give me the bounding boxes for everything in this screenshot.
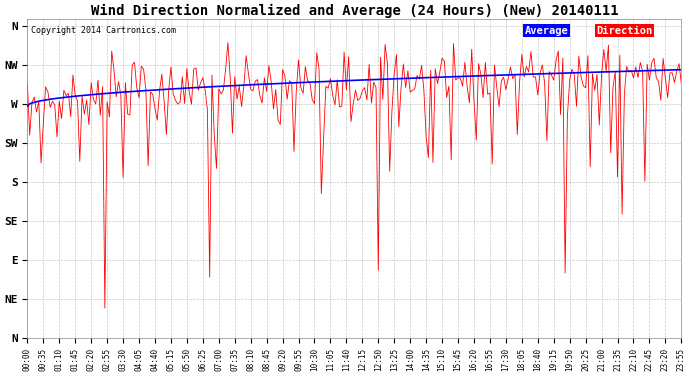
- Text: Average: Average: [524, 26, 568, 36]
- Text: Direction: Direction: [596, 26, 653, 36]
- Text: Copyright 2014 Cartronics.com: Copyright 2014 Cartronics.com: [30, 26, 176, 35]
- Title: Wind Direction Normalized and Average (24 Hours) (New) 20140111: Wind Direction Normalized and Average (2…: [90, 4, 618, 18]
